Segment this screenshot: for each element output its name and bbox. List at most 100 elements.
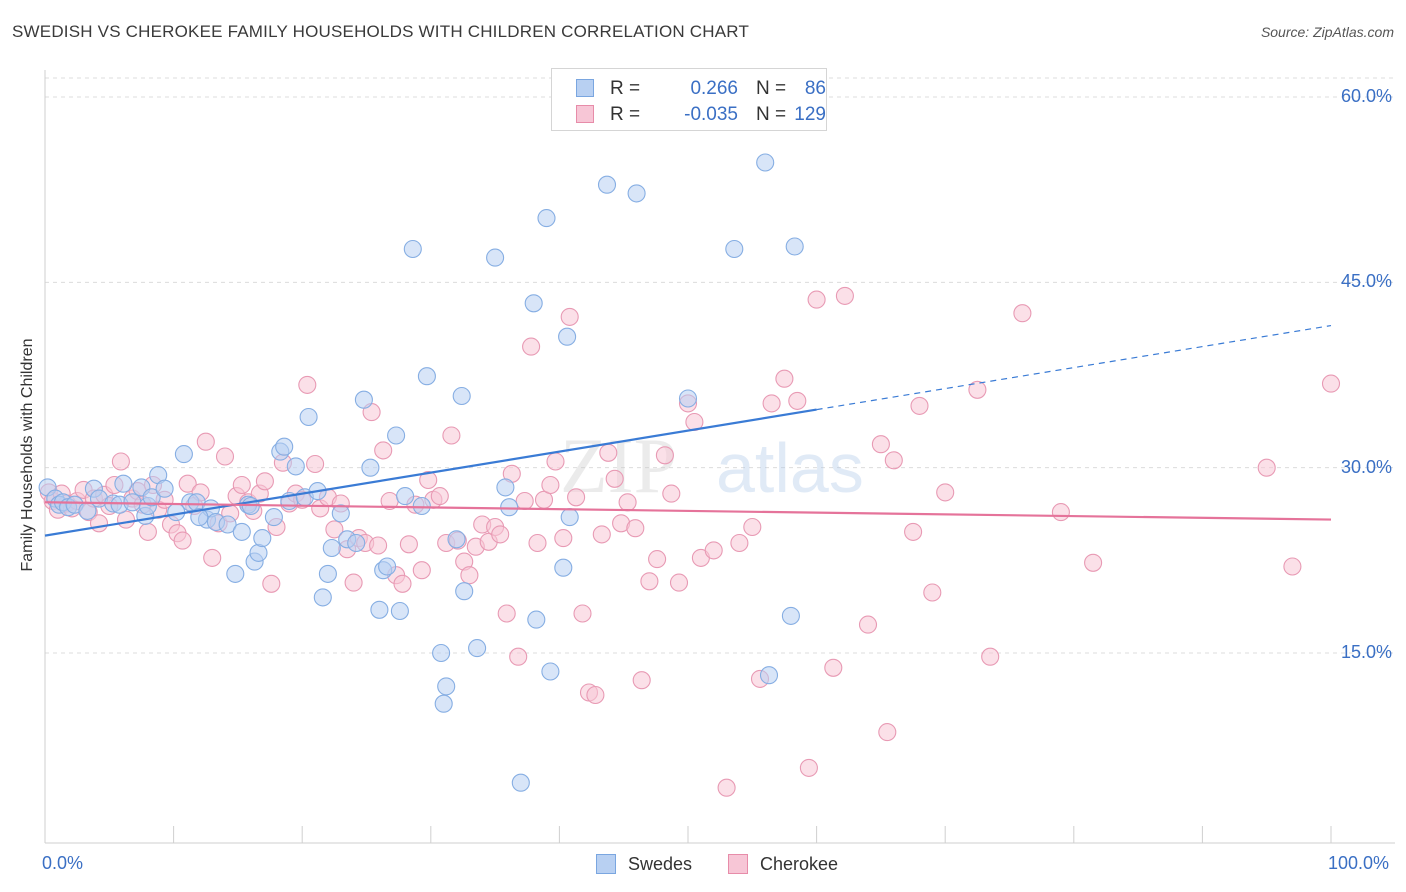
- legend-r-value: -0.035: [684, 104, 738, 125]
- cherokee-point: [497, 604, 516, 623]
- swedes-point: [299, 407, 318, 427]
- swedes-point: [496, 478, 515, 497]
- cherokee-point: [215, 447, 235, 466]
- bottom-legend-label-swedes: Swedes: [628, 854, 693, 874]
- cherokee-point: [730, 533, 749, 553]
- legend-n-value: 86: [804, 78, 826, 99]
- cherokee-point: [923, 583, 942, 602]
- cherokee-point: [419, 470, 438, 490]
- cherokee-point: [1013, 304, 1032, 323]
- cherokee-point: [824, 658, 843, 677]
- swedes-point: [511, 773, 530, 792]
- y-axis-label: Family Households with Children: [19, 338, 36, 572]
- swedes-point: [417, 367, 436, 386]
- swedes-point: [412, 496, 431, 516]
- cherokee-point: [762, 394, 781, 413]
- legend-n-label: N =: [756, 78, 787, 99]
- swedes-point: [785, 237, 804, 256]
- swedes-point: [142, 488, 161, 507]
- cherokee-point: [884, 451, 903, 470]
- watermark-atlas: atlas: [716, 429, 864, 507]
- cherokee-point: [399, 535, 418, 554]
- correlation-legend: R = 0.266 N = 86 R = -0.035 N = 129: [551, 68, 827, 131]
- swedes-point: [468, 639, 487, 658]
- swedes-point: [264, 508, 283, 527]
- x-tick-label-min: 0.0%: [42, 853, 84, 873]
- cherokee-point: [554, 529, 573, 548]
- cherokee-point: [910, 396, 929, 415]
- swedes-point: [387, 426, 406, 445]
- cherokee-point: [1257, 458, 1276, 477]
- swedes-point: [759, 666, 779, 685]
- bottom-legend-swatch-swedes: [596, 854, 616, 874]
- swedes-point: [232, 522, 251, 541]
- cherokee-point: [430, 487, 449, 506]
- swedes-point: [524, 294, 543, 313]
- axes: [44, 70, 1395, 844]
- swedes-point: [447, 530, 466, 549]
- x-tick-label-max: 100.0%: [1328, 853, 1390, 873]
- swedes-point: [249, 543, 268, 562]
- legend-n-label: N =: [756, 104, 787, 125]
- swedes-point: [226, 564, 245, 583]
- legend-r-label: R =: [610, 78, 641, 99]
- swedes-point: [527, 610, 546, 629]
- cherokee-point: [412, 561, 431, 580]
- swedes-point: [218, 515, 237, 534]
- cherokee-point: [1321, 374, 1341, 393]
- swedes-point: [190, 508, 209, 527]
- legend-n-value: 129: [794, 104, 826, 125]
- cherokee-point: [344, 573, 363, 592]
- swedes-point: [347, 533, 366, 553]
- y-tick-label: 60.0%: [1340, 86, 1392, 106]
- cherokee-point: [981, 647, 1000, 666]
- swedes-point: [725, 239, 744, 259]
- swedes-point: [597, 175, 617, 194]
- swedes-point: [313, 588, 332, 607]
- swedes-trend-extension: [816, 324, 1332, 411]
- legend-r-label: R =: [610, 104, 641, 125]
- cherokee-point: [203, 548, 222, 567]
- cherokee-point: [560, 307, 579, 326]
- cherokee-point: [618, 493, 637, 512]
- y-tick-label: 45.0%: [1340, 271, 1392, 292]
- cherokee-point: [704, 541, 723, 560]
- cherokee-points: [39, 286, 1341, 797]
- swedes-point: [452, 386, 471, 406]
- cherokee-point: [835, 286, 854, 305]
- cherokee-point: [541, 475, 560, 495]
- swedes-point: [434, 694, 453, 713]
- cherokee-point: [573, 604, 592, 623]
- watermark: ZIP atlas: [560, 422, 864, 509]
- bottom-legend-swatch-cherokee: [728, 854, 748, 874]
- y-tick-label: 15.0%: [1340, 642, 1392, 662]
- cherokee-point: [374, 441, 393, 460]
- cherokee-point: [655, 446, 674, 465]
- swedes-point: [361, 458, 380, 477]
- cherokee-point: [460, 566, 479, 585]
- swedes-point: [378, 557, 397, 576]
- swedes-point: [253, 529, 272, 548]
- chart-title: SWEDISH VS CHEROKEE FAMILY HOUSEHOLDS WI…: [12, 22, 750, 41]
- cherokee-point: [393, 574, 412, 593]
- cherokee-point: [232, 475, 251, 495]
- cherokee-trend-line: [44, 501, 1332, 521]
- swedes-point: [390, 601, 409, 621]
- cherokee-point: [442, 426, 461, 445]
- cherokee-point: [306, 454, 325, 474]
- cherokee-point: [196, 432, 215, 451]
- cherokee-point: [904, 522, 923, 541]
- cherokee-point: [775, 369, 794, 388]
- swedes-point: [275, 437, 294, 456]
- cherokee-point: [626, 519, 645, 538]
- swedes-point: [558, 327, 577, 346]
- legend-swatch-swedes: [576, 79, 594, 97]
- cherokee-point: [640, 572, 659, 591]
- legend-swatch-cherokee: [576, 105, 594, 123]
- cherokee-point: [743, 517, 762, 537]
- cherokee-point: [968, 380, 987, 399]
- cherokee-point: [632, 671, 651, 690]
- swedes-point: [403, 239, 422, 259]
- cherokee-point: [138, 522, 157, 541]
- cherokee-point: [858, 615, 878, 634]
